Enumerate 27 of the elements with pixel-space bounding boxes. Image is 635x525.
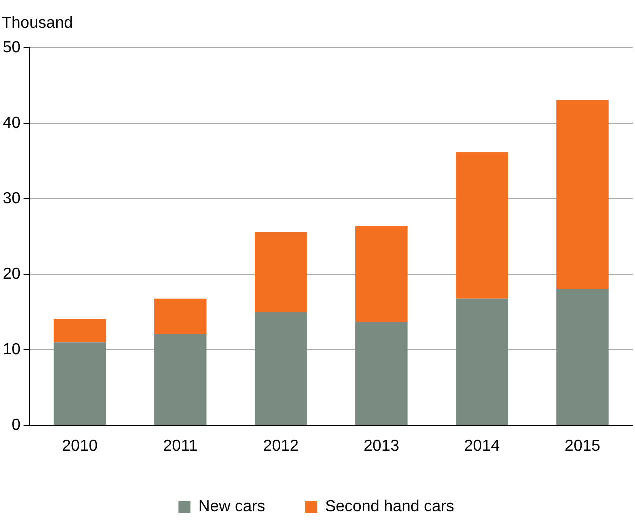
y-tick-label: 30 [3,190,21,208]
bar [456,152,508,299]
x-tick-label: 2012 [263,438,300,455]
y-tick-label: 50 [3,39,21,56]
y-axis-title: Thousand [2,15,74,32]
y-tick-label: 10 [3,342,21,359]
bar [54,342,106,426]
y-tick-label: 0 [12,417,21,434]
bar [254,312,308,426]
x-tick-label: 2015 [564,438,601,455]
y-tick-label: 40 [3,114,21,132]
legend-label: Second hand cars [325,498,454,516]
bar [356,226,408,322]
x-tick-label: 2010 [62,438,98,455]
bar [356,322,408,426]
bar [254,232,308,312]
legend-label: New cars [198,498,266,516]
bar [54,319,106,343]
bar [154,334,207,426]
x-tick-label: 2014 [464,438,500,455]
x-tick-label: 2011 [163,438,198,455]
bar [154,298,207,334]
y-tick-label: 20 [3,266,21,284]
x-tick-label: 2013 [364,438,400,455]
bar [456,298,508,426]
bar [556,100,609,290]
bar [556,289,609,426]
